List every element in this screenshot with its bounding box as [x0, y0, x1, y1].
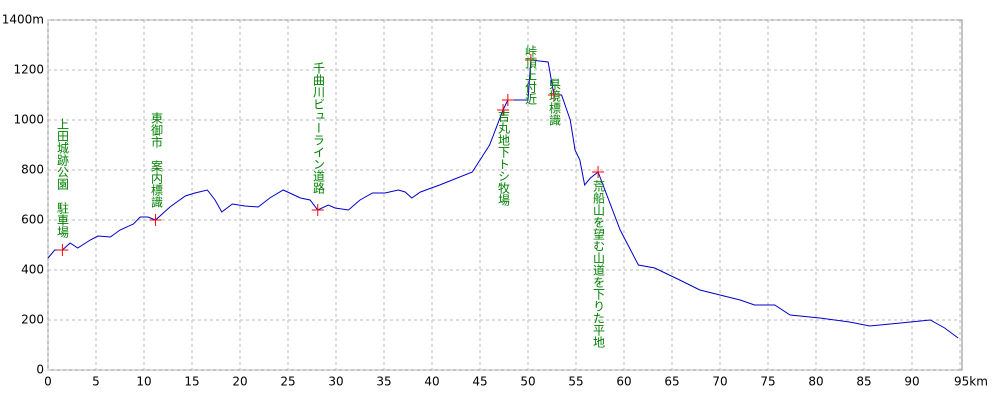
x-tick-label: 0	[44, 375, 52, 389]
x-tick-label: 95km	[954, 375, 988, 389]
x-tick-label: 75	[760, 375, 775, 389]
waypoint-label: 東御市 案内標識	[150, 112, 164, 209]
x-tick-label: 70	[712, 375, 727, 389]
x-tick-label: 50	[520, 375, 535, 389]
x-tick-label: 20	[232, 375, 247, 389]
waypoint-label: 荒船山を望む山道を下りた平地	[592, 180, 606, 348]
x-tick-label: 35	[376, 375, 391, 389]
y-tick-label: 1000	[13, 113, 44, 127]
x-tick-label: 40	[424, 375, 439, 389]
x-tick-label: 25	[280, 375, 295, 389]
y-tick-label: 1400m	[2, 13, 44, 27]
plot-area	[47, 19, 963, 371]
x-tick-label: 55	[568, 375, 583, 389]
y-tick-label: 800	[21, 163, 44, 177]
x-tick-label: 90	[904, 375, 919, 389]
x-tick-label: 15	[184, 375, 199, 389]
y-tick-label: 600	[21, 213, 44, 227]
y-tick-label: 0	[36, 363, 44, 377]
x-tick-label: 30	[328, 375, 343, 389]
waypoint-label: 上田城跡公園 駐車場	[56, 118, 70, 239]
x-tick-label: 65	[664, 375, 679, 389]
y-tick-label: 1200	[13, 63, 44, 77]
x-tick-label: 60	[616, 375, 631, 389]
waypoint-label: 峠頂上付近	[524, 44, 538, 105]
elevation-line	[47, 59, 959, 339]
y-tick-label: 200	[21, 313, 44, 327]
x-tick-label: 45	[472, 375, 487, 389]
x-tick-label: 5	[92, 375, 100, 389]
waypoint-label: 千曲川ビューライン道路	[312, 62, 326, 195]
x-tick-label: 85	[856, 375, 871, 389]
waypoint-label: 吉丸地下トシ牧場	[497, 110, 511, 207]
waypoint-label: 県境標識	[548, 78, 562, 127]
x-tick-label: 80	[808, 375, 823, 389]
y-tick-label: 400	[21, 263, 44, 277]
x-tick-label: 10	[136, 375, 151, 389]
